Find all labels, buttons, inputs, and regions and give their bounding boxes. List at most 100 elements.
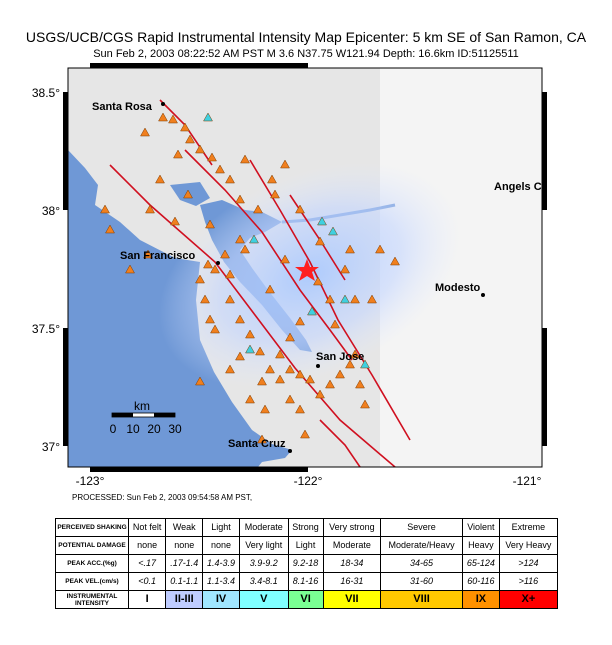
row-label: POTENTIAL DAMAGE [55,536,129,555]
station [335,369,345,379]
station [313,276,323,286]
station [275,374,285,384]
station [249,234,259,244]
station [225,294,235,304]
station [260,404,270,414]
station [300,429,310,439]
table-cell: 1.1-3.4 [202,572,240,591]
subtitle: Sun Feb 2, 2003 08:22:52 AM PST M 3.6 N3… [93,48,519,60]
station [240,244,250,254]
scale-label: 10 [126,422,140,436]
place-label: Angels C [494,181,542,193]
station [350,294,360,304]
station [105,224,115,234]
station [325,379,335,389]
lon-labels: -123° -122° -121° [76,474,542,488]
table-cell: none [127,536,167,555]
table-row: POTENTIAL DAMAGE none none none Very light Li… [55,536,559,555]
table-cell: 1.4-3.9 [202,554,240,573]
table-cell: VIII [380,590,463,609]
station [275,349,285,359]
table-cell: Severe [380,518,463,537]
table-cell: 8.1-16 [287,572,324,591]
table-cell: Moderate [322,536,382,555]
station [225,174,235,184]
station [210,264,220,274]
scale-label: 0 [110,422,117,436]
title: USGS/UCB/CGS Rapid Instrumental Intensit… [26,29,587,45]
station [345,244,355,254]
station [257,376,267,386]
station [265,284,275,294]
station [203,259,213,269]
intensity-table: PERCEIVED SHAKING Not felt Weak Light Modera… [55,518,559,609]
station [345,359,355,369]
station [330,319,340,329]
table-cell: Light [202,518,240,537]
table-row: PERCEIVED SHAKING Not felt Weak Light Modera… [55,518,559,537]
table-cell: 3.4-8.1 [238,572,289,591]
table-cell: >116 [498,572,559,591]
station [225,269,235,279]
table-cell: Very Heavy [498,536,559,555]
table-cell: .17-1.4 [165,554,204,573]
station [170,216,180,226]
station [315,389,325,399]
scale-label: 30 [168,422,182,436]
place-label: Santa Cruz [228,438,286,450]
table-cell: <0.1 [127,572,167,591]
station [205,219,215,229]
station [305,374,315,384]
scale-bar: km 0 10 20 30 [110,399,182,436]
table-cell: Strong [287,518,324,537]
station [257,434,267,444]
station [350,349,360,359]
table-cell: 31-60 [380,572,463,591]
station [255,346,265,356]
table-cell: Heavy [462,536,500,555]
table-cell: <.17 [127,554,167,573]
station [125,264,135,274]
station [295,404,305,414]
table-cell: none [165,536,204,555]
table-cell: 0.1-1.1 [165,572,204,591]
station [245,344,255,354]
city-dots [161,102,485,453]
station [203,112,213,122]
row-label: INSTRUMENTAL INTENSITY [55,590,129,609]
table-cell: Moderate/Heavy [380,536,463,555]
table-cell: 9.2-18 [287,554,324,573]
table-cell: Light [287,536,324,555]
table-cell: X+ [498,590,559,609]
table-row: INSTRUMENTAL INTENSITY I II-III IV V VI VII VII… [55,590,559,609]
table-cell: >124 [498,554,559,573]
station [360,399,370,409]
station [185,134,195,144]
row-label: PEAK ACC.(%g) [55,554,129,573]
station [328,226,338,236]
table-cell: VI [287,590,324,609]
table-cell: Very strong [322,518,382,537]
table-cell: Not felt [127,518,167,537]
lon-label: -123° [76,474,105,488]
station [280,254,290,264]
station [317,216,327,226]
station [100,204,110,214]
station [367,294,377,304]
table-cell: V [238,590,289,609]
table-cell: VII [322,590,382,609]
table-cell: Moderate [238,518,289,537]
table-cell: 65-124 [462,554,500,573]
scale-unit: km [134,399,150,413]
station [207,152,217,162]
station [195,144,205,154]
map-figure: USGS/UCB/CGS Rapid Instrumental Intensit… [26,29,587,502]
lon-label: -122° [294,474,323,488]
station [235,351,245,361]
lat-labels: 38.5° 38° 37.5° 37° [32,86,60,454]
station [168,114,178,124]
station [280,159,290,169]
station [253,204,263,214]
station [215,164,225,174]
table-cell: 18-34 [322,554,382,573]
